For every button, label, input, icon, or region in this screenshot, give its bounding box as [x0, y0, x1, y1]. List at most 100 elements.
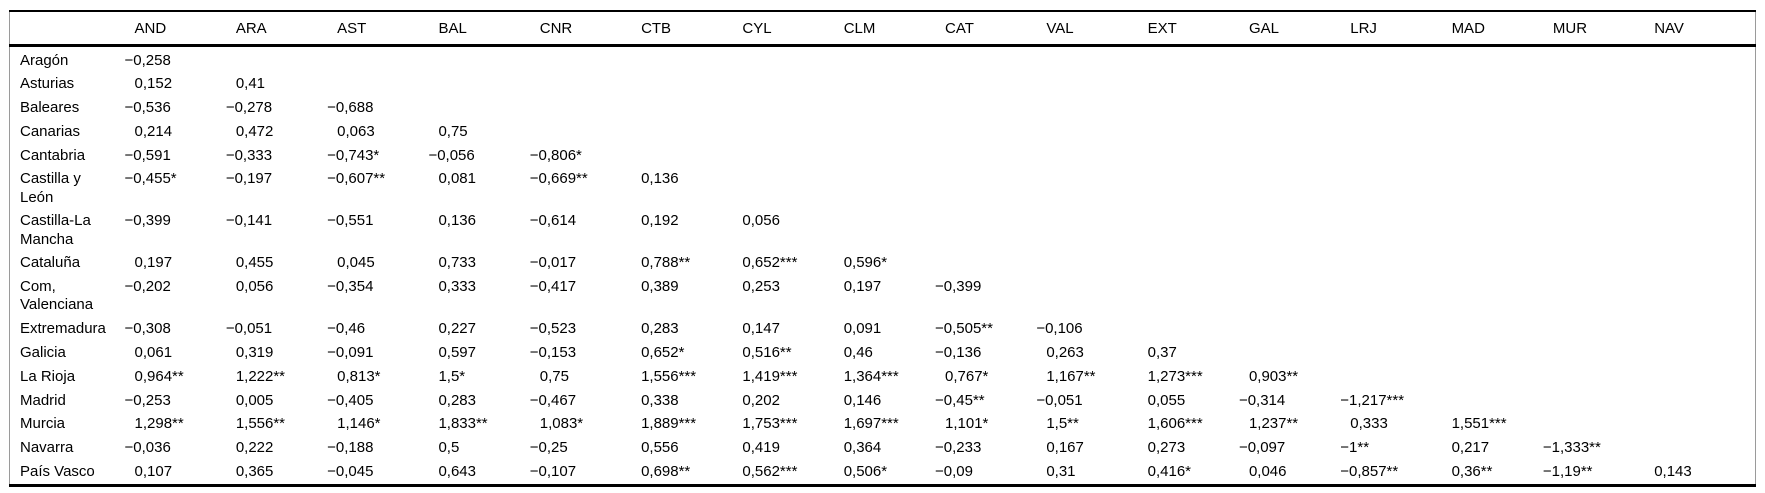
data-cell: −0,455* — [124, 170, 177, 188]
data-cell: 0,063 — [337, 122, 375, 140]
row-label: Murcia — [20, 415, 66, 433]
column-header-bal: BAL — [438, 11, 540, 47]
data-cell: 0,283 — [641, 320, 679, 338]
empty-cell — [1452, 341, 1553, 365]
data-cell: 0,767* — [945, 367, 989, 385]
empty-cell — [945, 144, 1046, 168]
empty-cell — [1350, 275, 1451, 317]
empty-cell — [1654, 168, 1755, 210]
empty-cell — [641, 120, 742, 144]
data-cell: 0,253 — [742, 278, 780, 296]
empty-cell — [1350, 73, 1451, 97]
empty-cell — [1148, 73, 1249, 97]
data-cell: −0,333 — [225, 146, 273, 164]
row-label: Baleares — [20, 99, 80, 117]
empty-cell — [1350, 317, 1451, 341]
empty-cell — [1452, 389, 1553, 413]
data-cell: 1,237** — [1248, 415, 1299, 433]
empty-cell — [844, 73, 945, 97]
empty-cell — [1350, 96, 1451, 120]
data-cell: 1,697*** — [843, 415, 899, 433]
data-cell: −0,399 — [124, 212, 171, 230]
column-header-mur: MUR — [1552, 11, 1655, 47]
data-cell: −0,45** — [935, 391, 985, 409]
empty-cell — [945, 120, 1046, 144]
empty-cell — [1350, 46, 1451, 73]
corner-cell — [9, 11, 135, 47]
empty-cell — [1249, 317, 1350, 341]
data-cell: 1,167** — [1046, 367, 1096, 385]
data-cell: −0,141 — [225, 212, 273, 230]
column-header-and: AND — [134, 11, 236, 47]
row-label: Canarias — [20, 122, 81, 140]
data-cell: −0,258 — [124, 51, 171, 69]
data-cell: 0,31 — [1046, 463, 1076, 481]
data-cell: 0,061 — [134, 344, 173, 362]
empty-cell — [438, 46, 539, 73]
data-cell: 0,652* — [641, 344, 685, 362]
empty-cell — [742, 144, 843, 168]
data-cell: −0,017 — [529, 254, 577, 272]
empty-cell — [1553, 413, 1654, 437]
data-cell: 0,227 — [438, 320, 476, 338]
empty-cell — [1452, 46, 1553, 73]
data-cell: 0,75 — [539, 367, 569, 385]
data-cell: −0,09 — [935, 463, 973, 481]
data-cell: 0,562*** — [742, 463, 798, 481]
data-cell: −0,46 — [327, 320, 366, 338]
data-cell: 0,338 — [641, 391, 679, 409]
empty-cell — [1148, 168, 1249, 210]
empty-cell — [1249, 168, 1350, 210]
header-row: AND ARA AST BAL CNR CTB CYL CLM CAT VAL EXT GAL LRJ M… — [9, 11, 1756, 47]
row-label: Castilla-La Mancha — [20, 212, 91, 248]
empty-cell — [1654, 389, 1755, 413]
empty-cell — [1046, 73, 1147, 97]
empty-cell — [236, 46, 337, 73]
empty-cell — [1046, 168, 1147, 210]
data-cell: 0,416* — [1147, 463, 1191, 481]
empty-cell — [1350, 252, 1451, 276]
row-label: Castilla y León — [20, 170, 81, 206]
empty-cell — [1249, 144, 1350, 168]
empty-cell — [1553, 168, 1654, 210]
data-cell: 0,319 — [235, 344, 274, 362]
data-cell: 0,107 — [134, 463, 173, 481]
data-cell: −1,217*** — [1340, 391, 1405, 409]
data-cell: −0,314 — [1238, 391, 1286, 409]
empty-cell — [844, 168, 945, 210]
table-row: Castilla-La Mancha −0,399 −0,141 −0,551 0,13… — [10, 210, 1756, 252]
data-cell: 0,733 — [438, 254, 476, 272]
data-cell: −0,806* — [529, 146, 582, 164]
column-header-cyl: CYL — [742, 11, 844, 47]
data-cell: 1,419*** — [742, 367, 798, 385]
empty-cell — [1046, 275, 1147, 317]
row-label: La Rioja — [20, 367, 76, 385]
data-cell: 0,788** — [641, 254, 691, 272]
empty-cell — [438, 73, 539, 97]
empty-cell — [1046, 144, 1147, 168]
data-cell: −0,051 — [1036, 391, 1083, 409]
empty-cell — [641, 46, 742, 73]
data-cell: 0,045 — [337, 254, 375, 272]
data-cell: 0,192 — [641, 212, 679, 230]
data-cell: −0,153 — [529, 344, 577, 362]
data-cell: 1,833** — [438, 415, 488, 433]
empty-cell — [1350, 168, 1451, 210]
data-cell: 0,813* — [337, 367, 381, 385]
data-cell: 1,5* — [438, 367, 466, 385]
data-cell: −0,669** — [529, 170, 588, 188]
empty-cell — [1654, 73, 1755, 97]
data-cell: −0,523 — [529, 320, 577, 338]
data-cell: 0,202 — [742, 391, 780, 409]
table-row: Com, Valenciana −0,202 0,056 −0,354 0,333 −0,… — [10, 275, 1756, 317]
empty-cell — [844, 144, 945, 168]
table-row: Baleares −0,536 −0,278 −0,688 — [10, 96, 1756, 120]
empty-cell — [1452, 73, 1553, 97]
data-cell: 0,333 — [1350, 415, 1388, 433]
empty-cell — [844, 120, 945, 144]
empty-cell — [540, 120, 641, 144]
table-row: Navarra −0,036 0,222 −0,188 0,5 −0,25 0,556 0,4… — [10, 436, 1756, 460]
data-cell: 0,36** — [1451, 463, 1493, 481]
row-label: País Vasco — [20, 463, 95, 481]
empty-cell — [1553, 389, 1654, 413]
